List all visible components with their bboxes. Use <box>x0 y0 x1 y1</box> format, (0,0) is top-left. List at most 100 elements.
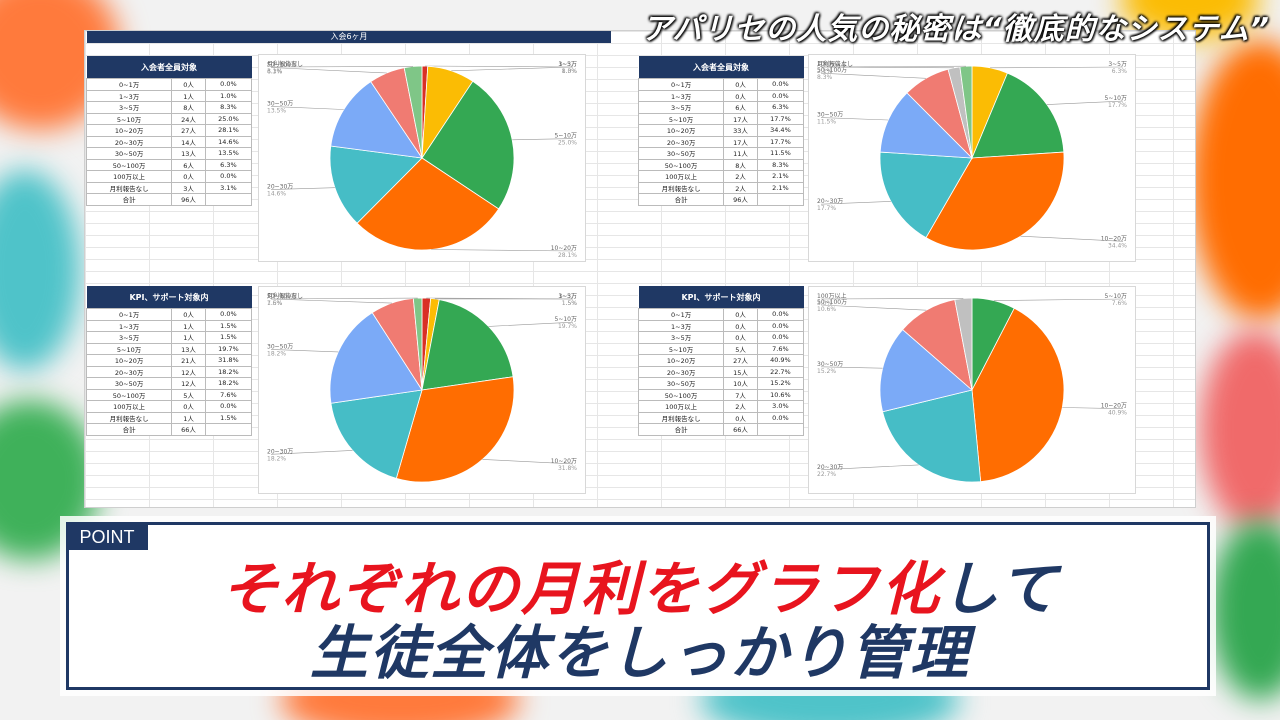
table-cell: 月利報告なし <box>637 181 725 194</box>
table-row: 1~3万 0人 0.0% <box>637 319 805 332</box>
table-cell: 合計 <box>85 193 173 206</box>
table-cell: 8人 <box>171 101 206 114</box>
leader-line <box>512 138 574 141</box>
slice-value: 15.2% <box>817 368 836 375</box>
table-row: 20~30万 15人 22.7% <box>637 365 805 378</box>
table-title: KPI、サポート対象内 <box>86 286 252 309</box>
table-cell: 15.2% <box>756 377 805 390</box>
table-cell: 33人 <box>723 124 758 137</box>
leader-line <box>990 66 1124 69</box>
table-cell: 0~1万 <box>637 78 725 91</box>
pie-chart-frame: 3~5万 6.3% 5~10万 17.7% 10~20万 34.4% 20~30万 17.7%… <box>808 54 1136 262</box>
table-row: 5~10万 5人 7.6% <box>637 342 805 355</box>
table-cell: 30~50万 <box>637 147 725 160</box>
table-cell: 1~3万 <box>637 319 725 332</box>
table-cell: 10~20万 <box>637 354 725 367</box>
table-cell: 0.0% <box>204 78 253 91</box>
table-cell: 7人 <box>723 388 758 401</box>
table-cell: 15人 <box>723 365 758 378</box>
slice-label: 30~50万 <box>817 361 843 368</box>
table-row: 50~100万 6人 6.3% <box>85 158 253 171</box>
slice-label: 1~3万 <box>558 293 577 300</box>
table-cell: 月利報告なし <box>637 411 725 424</box>
pie-slice <box>421 80 515 210</box>
table-cell: 0.0% <box>204 170 253 183</box>
table-cell: 6.3% <box>756 101 805 114</box>
table-row: 20~30万 17人 17.7% <box>637 135 805 148</box>
slice-label: 3~5万 <box>558 61 577 68</box>
pie-slice <box>329 145 423 224</box>
table-cell: 0~1万 <box>85 78 173 91</box>
table-row: 月利報告なし 2人 2.1% <box>637 181 805 194</box>
table-cell: 20~30万 <box>637 135 725 148</box>
table-row: 3~5万 1人 1.5% <box>85 331 253 344</box>
table-cell: 1.5% <box>204 319 253 332</box>
table-cell: 0.0% <box>756 78 805 91</box>
table-cell: 100万以上 <box>85 400 173 413</box>
table-row: 3~5万 8人 8.3% <box>85 101 253 114</box>
table-cell: 5~10万 <box>85 342 173 355</box>
table-cell: 0人 <box>171 308 206 321</box>
table-cell: 20~30万 <box>85 365 173 378</box>
table-cell: 1人 <box>171 319 206 332</box>
table-cell: 100万以上 <box>637 400 725 413</box>
table-cell <box>756 193 805 206</box>
table-row: 100万以上 2人 2.1% <box>637 170 805 183</box>
table-row: 3~5万 6人 6.3% <box>637 101 805 114</box>
table-cell: 30~50万 <box>85 377 173 390</box>
table-row: 20~30万 14人 14.6% <box>85 135 253 148</box>
slice-label: 3~5万 <box>558 293 577 300</box>
slice-value: 19.7% <box>558 323 577 330</box>
table-cell: 17人 <box>723 112 758 125</box>
slice-value: 1.5% <box>562 300 578 307</box>
table-cell: 0~1万 <box>637 308 725 321</box>
table-cell: 13人 <box>171 147 206 160</box>
table-cell: 20~30万 <box>85 135 173 148</box>
slice-label: 5~10万 <box>1105 293 1127 300</box>
table-cell: 66人 <box>723 423 758 436</box>
table-cell: 13.5% <box>204 147 253 160</box>
slice-label: 20~30万 <box>817 198 843 205</box>
slice-value: 1.5% <box>562 300 578 307</box>
slice-label: 5~10万 <box>555 316 577 323</box>
point-label: POINT <box>66 524 148 550</box>
slice-label: 10~20万 <box>1101 235 1127 242</box>
table-cell: 14.6% <box>204 135 253 148</box>
slice-label: 20~30万 <box>267 184 293 191</box>
table-cell: 50~100万 <box>85 388 173 401</box>
sheet-title: 入会6ヶ月 <box>87 31 611 43</box>
slice-label: 100万以上 <box>817 292 846 300</box>
table-cell: 21人 <box>171 354 206 367</box>
table-cell: 0人 <box>723 78 758 91</box>
table-cell: 合計 <box>85 423 173 436</box>
table-row: 10~20万 21人 31.8% <box>85 354 253 367</box>
table-cell <box>204 193 253 206</box>
table-title: 入会者全員対象 <box>638 56 804 79</box>
caption-highlight: それぞれの月利をグラフ化 <box>220 555 941 623</box>
data-table: KPI、サポート対象内 0~1万 0人 0.0% 1~3万 0人 0.0% 3~5万 0人 0.0… <box>637 286 805 436</box>
table-cell: 50~100万 <box>637 388 725 401</box>
table-row: 合計 96人 <box>85 193 253 206</box>
pie-slice <box>959 65 973 159</box>
table-cell: 27人 <box>723 354 758 367</box>
slice-value: 7.6% <box>267 300 283 307</box>
table-row: 月利報告なし 1人 1.5% <box>85 411 253 424</box>
leader-line <box>820 201 891 205</box>
table-cell: 1人 <box>171 89 206 102</box>
pie-slice <box>954 297 973 391</box>
table-cell: 1~3万 <box>85 319 173 332</box>
leader-line <box>270 66 414 68</box>
table-cell: 40.9% <box>756 354 805 367</box>
table-cell: 24人 <box>171 112 206 125</box>
pie-chart: 1~3万1.5%3~5万1.5%5~10万19.7%10~20万31.8%20~… <box>267 292 578 483</box>
headline: アパリセの人気の秘密は“徹底的なシステム” <box>641 12 1270 47</box>
slice-label: 3~5万 <box>1108 61 1127 68</box>
table-cell <box>204 423 253 436</box>
table-row: 10~20万 27人 28.1% <box>85 124 253 137</box>
slice-value: 25.0% <box>558 140 577 147</box>
table-cell: 10~20万 <box>85 354 173 367</box>
table-cell: 合計 <box>637 423 725 436</box>
slice-value: 11.5% <box>817 119 836 126</box>
